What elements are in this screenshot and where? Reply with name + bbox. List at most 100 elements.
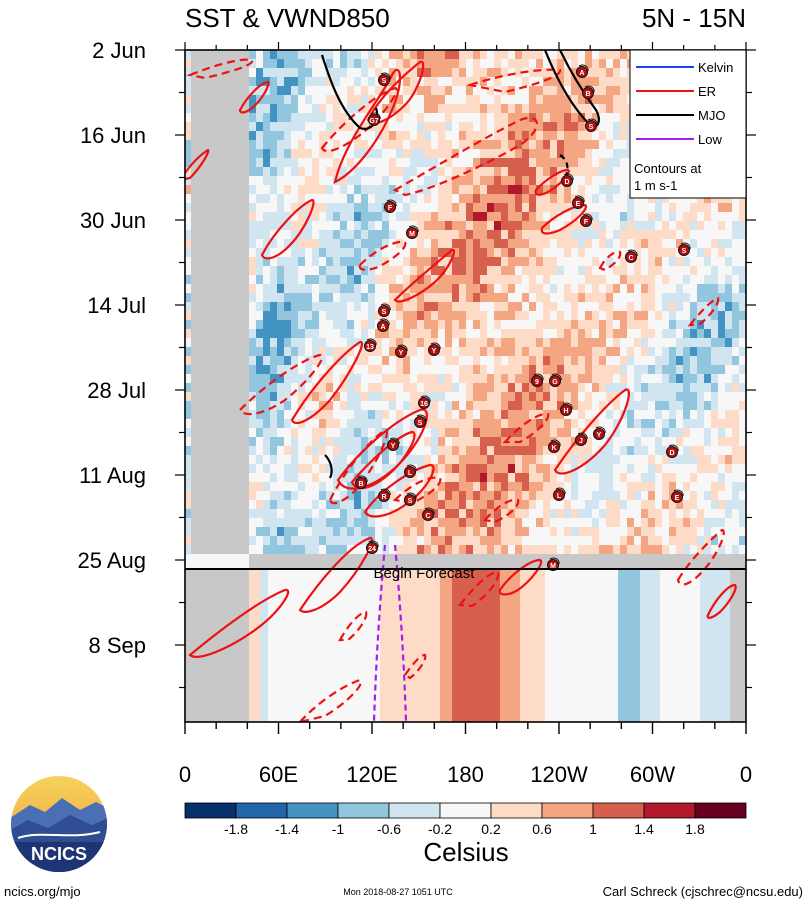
storm-label: C <box>425 513 430 520</box>
er-contour <box>393 248 456 303</box>
storm-label: M <box>409 231 415 238</box>
storm-label: S <box>408 498 413 505</box>
er-contour-negative <box>482 498 520 524</box>
storm-marker: M <box>406 225 419 239</box>
x-tick-label: 120E <box>346 762 397 787</box>
storm-label: D <box>564 179 569 186</box>
er-contour <box>366 60 425 124</box>
storm-marker: 16 <box>418 395 431 409</box>
colorbar-swatch <box>541 802 594 819</box>
colorbar-swatch <box>694 802 747 819</box>
colorbar-swatch <box>490 802 543 819</box>
y-tick-label: 11 Aug <box>79 463 146 488</box>
legend-label: Low <box>698 132 722 147</box>
colorbar-swatch <box>388 802 441 819</box>
colorbar-swatch <box>184 802 237 819</box>
storm-marker: 9 <box>531 373 544 387</box>
storm-label: S <box>682 248 687 255</box>
storm-marker: A <box>377 318 390 332</box>
storm-marker: B <box>582 85 595 99</box>
storm-label: K <box>551 445 556 452</box>
storm-marker: E <box>671 489 684 503</box>
storm-marker: 24 <box>366 540 379 554</box>
y-tick-label: 25 Aug <box>77 548 146 573</box>
y-tick-label: 28 Jul <box>87 378 146 403</box>
footer-url[interactable]: ncics.org/mjo <box>4 884 81 899</box>
er-contour-negative <box>338 610 368 642</box>
colorbar-swatch <box>235 802 288 819</box>
footer-timestamp: Mon 2018-08-27 1051 UTC <box>343 887 453 897</box>
storm-label: M <box>550 563 556 570</box>
legend-note-line2: 1 m s-1 <box>634 178 677 193</box>
storm-marker: G7 <box>368 112 381 126</box>
storm-marker: G <box>549 373 562 387</box>
colorbar-swatch <box>439 802 492 819</box>
y-tick-label: 2 Jun <box>92 38 146 63</box>
storm-marker: Y <box>387 437 400 451</box>
er-contour-negative <box>676 528 725 586</box>
x-tick-label: 0 <box>179 762 191 787</box>
colorbar-swatch <box>286 802 339 819</box>
storm-marker: C <box>625 249 638 263</box>
storm-label: 24 <box>368 546 376 553</box>
y-tick-label: 14 Jul <box>87 293 146 318</box>
storm-label: S <box>418 420 423 427</box>
legend-box <box>629 49 747 199</box>
er-contour-negative <box>465 68 562 94</box>
er-contour-negative <box>598 250 622 272</box>
storm-label: J <box>579 438 583 445</box>
storm-marker: F <box>384 199 397 213</box>
storm-label: L <box>408 470 413 477</box>
er-contour <box>238 80 270 114</box>
mjo-contour <box>324 454 333 479</box>
storm-label: S <box>382 309 387 316</box>
storm-marker: D <box>561 173 574 187</box>
storm-marker: L <box>553 487 566 501</box>
er-contour <box>540 203 588 235</box>
forecast-sst-layer <box>249 569 730 722</box>
logo-text: NCICS <box>31 844 87 864</box>
storm-label: E <box>576 201 581 208</box>
colorbar-tick-label: -1 <box>332 821 345 837</box>
mjo-contour-negative <box>559 154 569 176</box>
storm-marker: B <box>355 475 368 489</box>
storm-marker: S <box>378 72 391 86</box>
storm-label: Y <box>597 432 602 439</box>
colorbar-tick-label: -0.2 <box>428 821 452 837</box>
storm-label: E <box>675 495 680 502</box>
low-contour <box>393 544 408 722</box>
er-contour-negative <box>687 296 720 327</box>
storm-marker: Y <box>395 344 408 358</box>
y-tick-label: 8 Sep <box>89 633 147 658</box>
storm-marker: H <box>560 402 573 416</box>
er-contour-negative <box>358 240 407 271</box>
x-tick-label: 0 <box>740 762 752 787</box>
land-mask-africa-forecast <box>185 569 249 722</box>
colorbar-tick-label: -0.6 <box>377 821 401 837</box>
er-contour <box>363 463 435 518</box>
storm-marker: S <box>414 414 427 428</box>
er-contour-negative <box>392 116 538 197</box>
storm-marker: C <box>422 507 435 521</box>
er-contour-negative <box>392 476 442 505</box>
x-tick-label: 60E <box>259 762 298 787</box>
storm-label: G7 <box>369 118 378 125</box>
storm-marker: 13 <box>364 338 377 352</box>
storm-label: S <box>589 124 594 131</box>
legend-label: Kelvin <box>698 60 733 75</box>
colorbar-tick-label: 1.8 <box>685 821 705 837</box>
ncics-logo: NCICS <box>11 776 107 872</box>
er-contour <box>290 340 363 425</box>
storm-label: 16 <box>420 401 428 408</box>
er-contour-negative <box>298 678 362 722</box>
storm-marker: R <box>378 488 391 502</box>
low-contour <box>372 544 387 722</box>
missing-data-band <box>249 554 746 569</box>
colorbar-tick-label: 0.6 <box>532 821 552 837</box>
axes: 0 60E 120E 180 120W 60W 0 2 Jun 16 Jun 30 Jun 14 J… <box>77 38 756 787</box>
storm-label: Y <box>391 443 396 450</box>
storm-marker: D <box>666 444 679 458</box>
storm-marker: S <box>585 118 598 132</box>
storm-marker: S <box>678 242 691 256</box>
storm-marker: S <box>378 303 391 317</box>
